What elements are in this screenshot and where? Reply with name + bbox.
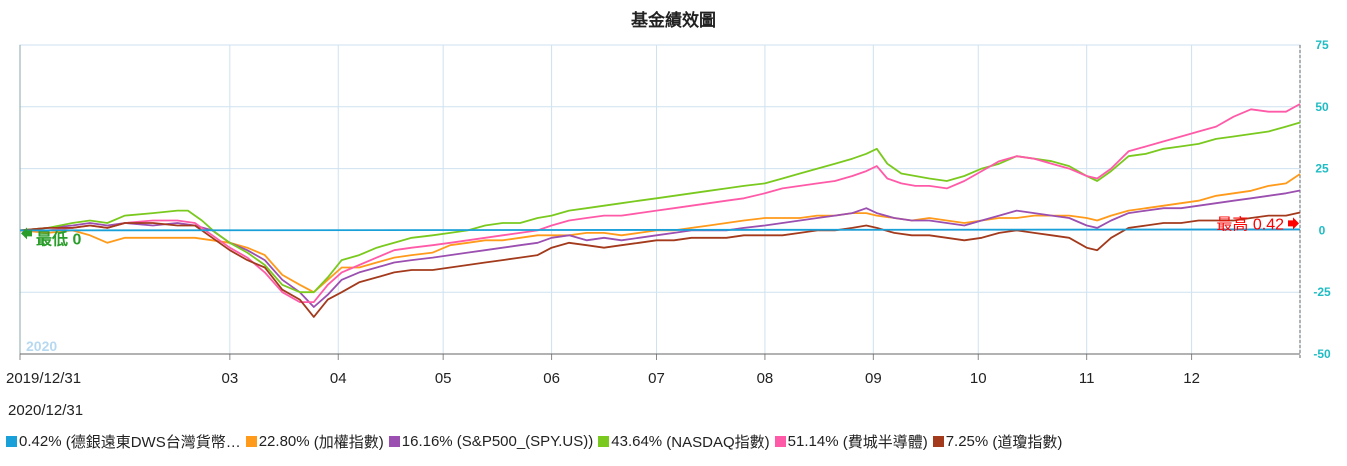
legend-series-name: (費城半導體) <box>838 434 928 451</box>
y-tick-label: -25 <box>1313 285 1331 299</box>
legend-swatch <box>6 436 17 447</box>
x-tick-label: 10 <box>970 370 987 387</box>
x-tick-label: 09 <box>865 370 882 387</box>
series-line <box>19 211 1301 318</box>
y-tick-label: 25 <box>1315 162 1329 176</box>
grid <box>19 44 1301 355</box>
y-tick-label: 50 <box>1315 100 1329 114</box>
legend-swatch <box>932 436 944 447</box>
x-tick-label: 08 <box>757 370 774 387</box>
legend-return: 7.25% <box>945 433 989 450</box>
series-line <box>20 103 1301 303</box>
min-arrow-icon <box>21 227 32 240</box>
x-tick-label: 05 <box>435 370 452 387</box>
x-tick-label: 04 <box>330 370 347 387</box>
x-tick-label: 11 <box>1079 370 1095 387</box>
legend-return: 51.14% <box>787 433 839 450</box>
legend-item[interactable]: 0.42% (德銀遠東DWS台灣貨幣… <box>6 431 241 452</box>
year-watermark: 2020 <box>26 338 57 354</box>
legend-return: 22.80% <box>258 433 310 450</box>
x-tick-label: 06 <box>543 370 560 387</box>
max-arrow-icon <box>1288 217 1299 230</box>
legend-item[interactable]: 22.80% (加權指數) <box>245 431 384 452</box>
chart-title: 基金績效圖 <box>631 11 716 30</box>
legend: 0.42% (德銀遠東DWS台灣貨幣… 22.80% (加權指數) 16.16% (… <box>6 431 1346 452</box>
legend-series-name: (加權指數) <box>309 434 384 451</box>
legend-series-name: (S&P500_(SPY.US)) <box>452 433 594 450</box>
legend-return: 43.64% <box>611 433 663 450</box>
series-line <box>19 228 1301 232</box>
x-tick-label: 03 <box>221 370 238 387</box>
series-lines <box>19 103 1301 318</box>
legend-item[interactable]: 43.64% (NASDAQ指數) <box>598 431 770 452</box>
min-annotation: 最低 0 <box>36 229 81 248</box>
legend-series-name: (德銀遠東DWS台灣貨幣… <box>61 434 241 451</box>
legend-swatch <box>245 436 257 447</box>
end-date-label: 2020/12/31 <box>8 402 84 419</box>
plot-area <box>19 44 1301 355</box>
legend-swatch <box>388 436 400 447</box>
legend-return: 0.42% <box>19 433 62 450</box>
legend-swatch <box>598 436 610 447</box>
y-tick-label: -50 <box>1313 347 1331 361</box>
legend-item[interactable]: 16.16% (S&P500_(SPY.US)) <box>388 433 594 450</box>
legend-swatch <box>774 436 786 447</box>
legend-return: 16.16% <box>401 433 453 450</box>
series-line <box>19 189 1301 308</box>
legend-item[interactable]: 7.25% (道瓊指數) <box>932 431 1063 452</box>
axes: 75 50 25 0 -25 -50 2019/12/31 03 04 05 06 07 08 09 10 1… <box>6 38 1331 387</box>
y-tick-label: 0 <box>1319 223 1326 237</box>
legend-series-name: (道瓊指數) <box>988 434 1063 451</box>
series-line <box>19 173 1301 294</box>
annotations: 最低 0 最高 0.42 <box>21 215 1299 248</box>
x-tick-label: 12 <box>1183 370 1200 387</box>
x-tick-label: 2019/12/31 <box>6 370 81 387</box>
legend-item[interactable]: 51.14% (費城半導體) <box>774 431 928 452</box>
y-tick-label: 75 <box>1315 38 1329 52</box>
max-annotation: 最高 0.42 <box>1216 215 1284 233</box>
x-tick-label: 07 <box>648 370 665 387</box>
legend-series-name: (NASDAQ指數) <box>662 434 770 451</box>
series-line <box>19 121 1301 294</box>
performance-chart: 75 50 25 0 -25 -50 2019/12/31 03 04 05 06 07 08 09 10 1… <box>6 38 1331 387</box>
